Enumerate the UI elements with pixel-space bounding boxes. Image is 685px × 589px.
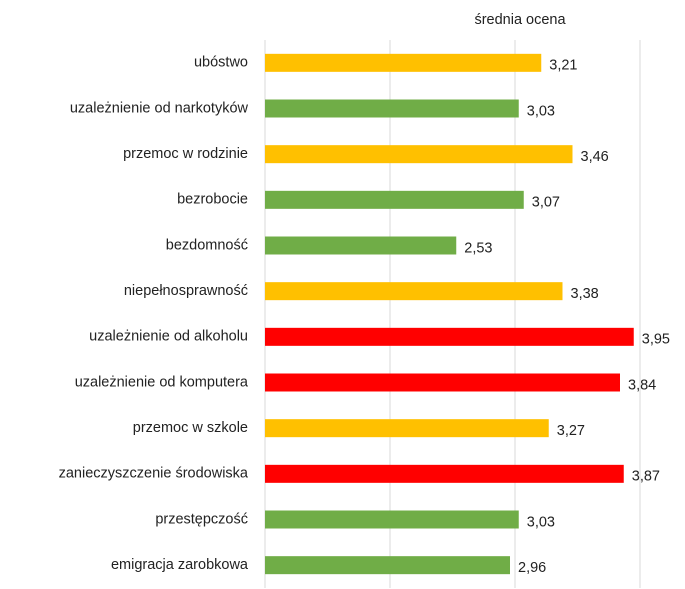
value-label: 3,84 (628, 377, 656, 393)
bar (265, 236, 457, 255)
y-tick-label: uzależnienie od narkotyków (70, 100, 249, 116)
y-tick-label: niepełnosprawność (124, 283, 248, 299)
bar (265, 510, 519, 529)
y-tick-label: przemoc w szkole (133, 420, 248, 436)
value-label: 3,07 (532, 195, 560, 211)
bar (265, 145, 573, 164)
y-tick-label: bezdomność (166, 237, 248, 253)
value-label: 3,38 (571, 286, 599, 302)
chart-title: średnia ocena (474, 12, 566, 28)
value-label: 2,96 (518, 560, 546, 576)
value-label: 3,87 (632, 469, 660, 485)
y-tick-label: uzależnienie od alkoholu (89, 329, 248, 345)
bar (265, 556, 510, 575)
bar (265, 99, 519, 118)
bar (265, 53, 542, 72)
y-tick-label: bezrobocie (177, 192, 248, 208)
y-tick-label: zanieczyszczenie środowiska (59, 466, 249, 482)
y-tick-label: przestępczość (155, 511, 248, 527)
bar (265, 327, 634, 346)
value-label: 3,03 (527, 103, 555, 119)
bar (265, 190, 524, 209)
y-tick-label: ubóstwo (194, 55, 248, 71)
bar (265, 419, 549, 438)
bar (265, 282, 563, 301)
y-tick-label: przemoc w rodzinie (123, 146, 248, 162)
value-label: 3,46 (581, 149, 609, 165)
bar (265, 373, 620, 392)
y-tick-label: emigracja zarobkowa (111, 557, 249, 573)
y-tick-label: uzależnienie od komputera (75, 374, 249, 390)
value-label: 3,95 (642, 332, 670, 348)
value-label: 3,27 (557, 423, 585, 439)
value-label: 2,53 (464, 240, 492, 256)
value-label: 3,03 (527, 514, 555, 530)
value-label: 3,21 (549, 58, 577, 74)
bar (265, 464, 624, 483)
